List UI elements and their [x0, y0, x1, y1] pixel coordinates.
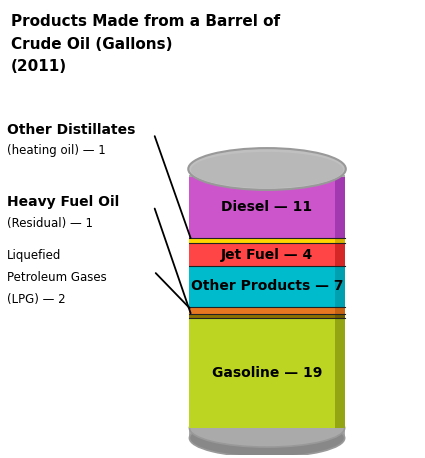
- Text: (heating oil) — 1: (heating oil) — 1: [7, 144, 106, 158]
- Bar: [190, 266, 345, 306]
- Text: Gasoline — 19: Gasoline — 19: [212, 366, 322, 380]
- Text: Crude Oil (Gallons): Crude Oil (Gallons): [11, 37, 173, 52]
- Bar: [190, 243, 345, 266]
- Text: Other Distillates: Other Distillates: [7, 123, 135, 136]
- Text: Liquefied: Liquefied: [7, 249, 61, 262]
- Bar: [335, 243, 345, 266]
- Bar: [190, 174, 345, 238]
- Bar: [335, 306, 345, 314]
- Bar: [190, 428, 345, 438]
- Text: Heavy Fuel Oil: Heavy Fuel Oil: [7, 195, 119, 209]
- Text: Petroleum Gases: Petroleum Gases: [7, 271, 107, 284]
- Bar: [335, 314, 345, 318]
- Bar: [335, 318, 345, 428]
- Ellipse shape: [188, 148, 346, 190]
- Bar: [190, 318, 345, 428]
- Bar: [190, 174, 345, 177]
- Text: (Residual) — 1: (Residual) — 1: [7, 217, 93, 230]
- Bar: [335, 266, 345, 306]
- Bar: [335, 174, 345, 238]
- Bar: [190, 306, 345, 314]
- Bar: [335, 238, 345, 243]
- Text: Diesel — 11: Diesel — 11: [221, 200, 313, 213]
- Text: Jet Fuel — 4: Jet Fuel — 4: [221, 247, 313, 262]
- Text: Products Made from a Barrel of: Products Made from a Barrel of: [11, 14, 280, 29]
- Ellipse shape: [190, 409, 345, 447]
- Bar: [190, 314, 345, 318]
- Text: (2011): (2011): [11, 60, 67, 74]
- Text: Other Products — 7: Other Products — 7: [191, 279, 343, 294]
- Bar: [190, 238, 345, 243]
- Ellipse shape: [191, 152, 343, 188]
- Text: (LPG) — 2: (LPG) — 2: [7, 293, 65, 306]
- Ellipse shape: [190, 419, 345, 457]
